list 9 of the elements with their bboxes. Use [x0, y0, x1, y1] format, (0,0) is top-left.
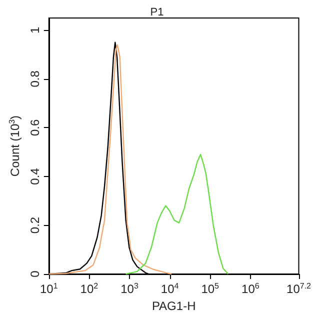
y-tick-label: 1 [28, 26, 42, 34]
x-axis-title: PAG1-H [152, 299, 196, 313]
y-tick-label: 0.2 [28, 216, 42, 234]
y-tick-label: 0 [28, 270, 42, 278]
y-axis-title: Count (103) [8, 115, 22, 177]
chart-title: P1 [150, 6, 164, 18]
y-tick-label: 0.8 [28, 70, 42, 88]
y-tick-label: 0.6 [28, 119, 42, 136]
y-tick-label: 0.4 [28, 168, 42, 185]
